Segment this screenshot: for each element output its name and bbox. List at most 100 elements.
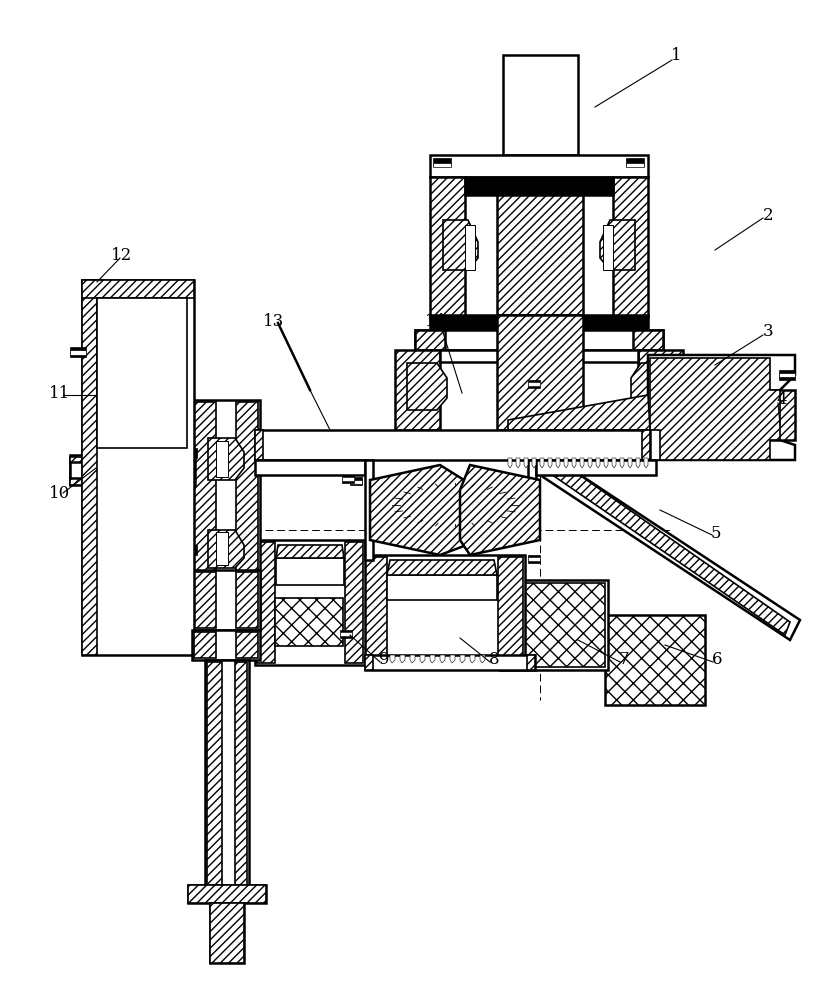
Polygon shape <box>556 458 560 468</box>
Bar <box>70 462 90 478</box>
Bar <box>626 163 644 167</box>
Polygon shape <box>524 458 528 468</box>
Bar <box>497 315 583 445</box>
Bar <box>236 572 258 628</box>
Polygon shape <box>620 458 624 468</box>
Bar <box>415 330 663 350</box>
Bar <box>605 615 705 705</box>
Polygon shape <box>443 220 478 270</box>
Bar <box>216 532 228 565</box>
Bar <box>528 380 540 388</box>
Polygon shape <box>650 358 780 460</box>
Bar <box>194 572 216 628</box>
Polygon shape <box>508 395 650 430</box>
Bar <box>205 660 249 890</box>
Text: 1: 1 <box>671 47 681 64</box>
Bar <box>497 195 583 315</box>
Polygon shape <box>450 655 455 663</box>
Bar <box>236 402 258 628</box>
Bar <box>430 177 465 317</box>
Polygon shape <box>460 655 465 663</box>
Bar <box>192 400 260 630</box>
Bar <box>210 903 244 963</box>
Text: 2: 2 <box>762 207 773 224</box>
Polygon shape <box>564 458 568 468</box>
Bar <box>360 555 525 660</box>
Bar <box>613 177 648 317</box>
Bar <box>183 616 197 626</box>
Bar <box>345 542 363 663</box>
Polygon shape <box>420 655 425 663</box>
Bar <box>70 455 195 485</box>
Text: 13: 13 <box>264 314 284 330</box>
Polygon shape <box>540 455 800 640</box>
Bar <box>503 583 605 667</box>
Bar <box>365 655 373 670</box>
Polygon shape <box>480 655 485 663</box>
Polygon shape <box>470 655 475 663</box>
Polygon shape <box>636 458 640 468</box>
Text: 11: 11 <box>49 384 71 401</box>
Bar <box>342 477 354 481</box>
Bar <box>257 542 275 663</box>
Polygon shape <box>532 458 536 468</box>
Polygon shape <box>644 458 648 468</box>
Text: 3: 3 <box>762 324 773 340</box>
Text: 9: 9 <box>379 652 389 668</box>
Bar <box>528 460 536 515</box>
Bar <box>633 330 663 350</box>
Bar <box>70 457 195 465</box>
Polygon shape <box>628 458 632 468</box>
Polygon shape <box>276 545 344 558</box>
Bar <box>216 441 228 477</box>
Polygon shape <box>387 575 497 600</box>
Bar <box>395 350 440 430</box>
Bar <box>362 557 387 658</box>
Bar <box>430 155 648 177</box>
Bar <box>642 430 650 460</box>
Polygon shape <box>387 560 497 575</box>
Bar <box>503 55 578 155</box>
Bar <box>498 557 523 658</box>
Polygon shape <box>604 458 608 468</box>
Text: 8: 8 <box>489 652 500 668</box>
Bar <box>527 655 535 670</box>
Polygon shape <box>407 363 447 410</box>
Polygon shape <box>460 465 540 555</box>
Bar <box>433 158 451 166</box>
Polygon shape <box>600 220 635 270</box>
Polygon shape <box>400 655 405 663</box>
Polygon shape <box>540 458 544 468</box>
Bar <box>779 370 795 380</box>
Polygon shape <box>370 465 480 555</box>
Polygon shape <box>596 458 600 468</box>
Bar <box>255 460 365 475</box>
Bar <box>342 475 354 483</box>
Bar <box>465 177 613 195</box>
Bar <box>440 350 638 362</box>
Bar <box>255 430 650 460</box>
Bar <box>183 448 197 458</box>
Text: 12: 12 <box>112 247 133 264</box>
Polygon shape <box>631 363 671 410</box>
Polygon shape <box>208 530 244 568</box>
Bar <box>536 460 656 475</box>
Bar <box>70 477 195 485</box>
Polygon shape <box>208 438 244 480</box>
Bar <box>340 630 352 638</box>
Bar <box>188 885 266 903</box>
Bar <box>207 662 222 888</box>
Text: 5: 5 <box>711 524 721 542</box>
Bar <box>350 480 362 484</box>
Polygon shape <box>516 458 520 468</box>
Polygon shape <box>548 458 552 468</box>
Bar <box>70 347 86 357</box>
Bar <box>528 557 540 561</box>
Polygon shape <box>508 458 512 468</box>
Bar <box>70 350 86 355</box>
Polygon shape <box>548 460 790 635</box>
Polygon shape <box>648 355 795 460</box>
Bar <box>188 885 266 903</box>
Polygon shape <box>588 458 592 468</box>
Bar <box>82 280 194 655</box>
